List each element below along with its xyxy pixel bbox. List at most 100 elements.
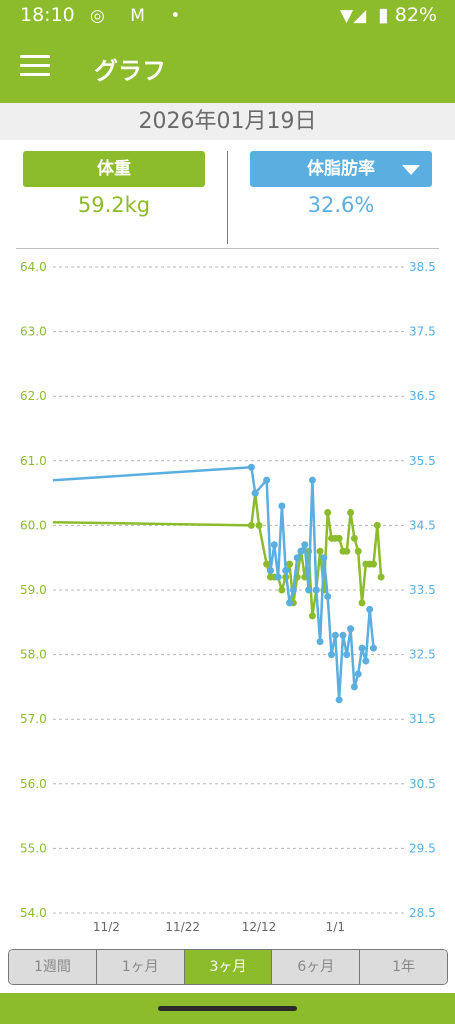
data-point (316, 547, 324, 555)
left-tick-label: 55.0 (20, 841, 47, 855)
data-point (308, 476, 316, 484)
data-point (373, 521, 381, 529)
data-point (369, 644, 377, 652)
system-status: ▼◢ ▮ 82% (340, 4, 437, 26)
range-tab-4[interactable]: 1年 (360, 950, 447, 984)
data-point (347, 508, 355, 516)
data-point (331, 631, 339, 639)
data-point (282, 567, 290, 575)
data-point (301, 541, 309, 549)
menu-line (20, 55, 50, 58)
data-point (328, 651, 336, 659)
data-point (343, 651, 351, 659)
data-point (263, 476, 271, 484)
status-time: 18:10 (20, 4, 75, 26)
range-tab-1[interactable]: 1ヶ月 (96, 950, 185, 984)
weight-value: 59.2kg (77, 193, 151, 217)
body-fat-value: 32.6% (307, 193, 375, 217)
panel-divider (227, 151, 228, 244)
data-point (289, 586, 297, 594)
range-tab-0[interactable]: 1週間 (9, 950, 97, 984)
x-tick-label: 1/1 (326, 920, 345, 934)
right-tick-label: 32.5 (409, 648, 436, 662)
right-tick-label: 30.5 (409, 777, 436, 791)
data-point (335, 696, 343, 704)
range-tab-2[interactable]: 3ヶ月 (184, 950, 273, 984)
data-point (369, 560, 377, 568)
data-point (350, 683, 358, 691)
left-tick-label: 62.0 (20, 389, 47, 403)
page-title: グラフ (94, 57, 166, 85)
data-point (377, 573, 385, 581)
data-point (274, 573, 282, 581)
data-point (366, 605, 374, 613)
x-tick-label: 11/2 (93, 920, 120, 934)
range-tabs: 1週間 1ヶ月 3ヶ月 6ヶ月 1年 (8, 949, 448, 985)
range-tab-3[interactable]: 6ヶ月 (272, 950, 361, 984)
data-point (286, 599, 294, 607)
right-tick-label: 28.5 (409, 906, 436, 920)
data-point (270, 541, 278, 549)
series-line-1 (52, 466, 375, 702)
left-tick-label: 64.0 (20, 260, 47, 274)
weight-panel: 体重 59.2kg (23, 151, 205, 217)
right-tick-label: 35.5 (409, 454, 436, 468)
data-point (335, 534, 343, 542)
left-tick-label: 60.0 (20, 518, 47, 532)
data-point (320, 554, 328, 562)
right-tick-label: 29.5 (409, 841, 436, 855)
data-point (358, 599, 366, 607)
menu-icon[interactable] (20, 55, 50, 79)
data-point (263, 560, 271, 568)
menu-line (20, 64, 50, 67)
data-point (354, 670, 362, 678)
data-point (247, 521, 255, 529)
left-tick-label: 61.0 (20, 454, 47, 468)
data-point (343, 547, 351, 555)
data-point (305, 586, 313, 594)
x-tick-label: 12/12 (242, 920, 277, 934)
right-tick-label: 37.5 (409, 325, 436, 339)
data-point (324, 592, 332, 600)
data-point (354, 547, 362, 555)
wifi-signal-icon: ▼◢ (340, 6, 367, 26)
left-tick-label: 59.0 (20, 583, 47, 597)
left-tick-label: 58.0 (20, 648, 47, 662)
battery-percent: 82% (394, 4, 437, 26)
data-point (255, 521, 263, 529)
right-tick-label: 34.5 (409, 518, 436, 532)
data-point (350, 534, 358, 542)
x-tick-label: 11/22 (165, 920, 200, 934)
home-handle[interactable] (158, 1006, 297, 1011)
data-point (286, 560, 294, 568)
data-point (358, 644, 366, 652)
data-point (312, 586, 320, 594)
weight-fat-chart: 64.0 38.5 63.0 37.5 62.0 36.5 61.0 35.5 60.0 34.5… (20, 260, 436, 934)
data-point (347, 625, 355, 633)
battery-icon: ▮ (378, 4, 389, 26)
right-tick-label: 33.5 (409, 583, 436, 597)
menu-line (20, 73, 50, 76)
weight-button[interactable]: 体重 (23, 151, 205, 187)
left-tick-label: 54.0 (20, 906, 47, 920)
data-point (247, 463, 255, 471)
body-fat-select[interactable]: 体脂肪率 (250, 151, 432, 187)
right-tick-label: 36.5 (409, 389, 436, 403)
data-point (278, 502, 286, 510)
status-bar: 18:10 ◎ M • ▼◢ ▮ 82% (0, 0, 455, 33)
app-bar: グラフ (0, 33, 455, 103)
fat-panel: 体脂肪率 32.6% (250, 151, 432, 217)
chart-divider (16, 248, 439, 249)
body-fat-label: 体脂肪率 (307, 159, 375, 179)
data-point (266, 567, 274, 575)
right-tick-label: 31.5 (409, 712, 436, 726)
data-point (278, 586, 286, 594)
right-tick-label: 38.5 (409, 260, 436, 274)
data-point (251, 489, 259, 497)
data-point (339, 631, 347, 639)
notification-icons: ◎ M • (90, 6, 191, 26)
left-tick-label: 56.0 (20, 777, 47, 791)
series-line-0 (52, 491, 383, 618)
data-point (293, 554, 301, 562)
